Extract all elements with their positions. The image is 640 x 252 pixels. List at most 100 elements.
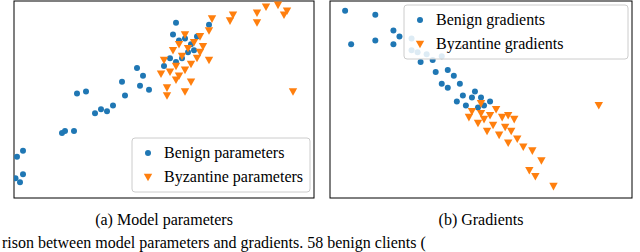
scatter-point bbox=[205, 27, 213, 35]
scatter-point bbox=[71, 128, 77, 134]
scatter-point bbox=[175, 73, 183, 81]
scatter-point bbox=[396, 33, 402, 39]
scatter-point bbox=[513, 136, 521, 144]
legend-marker bbox=[144, 174, 152, 182]
scatter-point bbox=[205, 57, 213, 65]
scatter-point bbox=[173, 20, 179, 26]
scatter-point bbox=[595, 102, 603, 110]
figure: Benign parametersByzantine parameters (a)… bbox=[0, 0, 640, 252]
scatter-point bbox=[187, 78, 195, 86]
scatter-point bbox=[445, 85, 451, 91]
scatter-point bbox=[191, 47, 197, 53]
scatter-point bbox=[181, 67, 189, 75]
scatter-point bbox=[184, 45, 192, 53]
scatter-point bbox=[83, 89, 89, 95]
subcaption: (b) Gradients bbox=[439, 211, 524, 229]
scatter-point bbox=[465, 114, 473, 122]
scatter-point bbox=[262, 4, 270, 12]
legend-label: Benign gradients bbox=[436, 11, 545, 29]
legend: Benign gradients Byzantine gradients bbox=[404, 5, 628, 59]
scatter-point bbox=[504, 112, 512, 120]
scatter-point bbox=[549, 183, 557, 191]
scatter-point bbox=[14, 175, 19, 181]
scatter-point bbox=[274, 2, 282, 10]
scatter-point bbox=[507, 128, 515, 136]
scatter-point bbox=[501, 124, 509, 132]
scatter-point bbox=[418, 59, 424, 65]
scatter-point bbox=[163, 84, 171, 92]
scatter-point bbox=[460, 93, 466, 99]
scatter-point bbox=[390, 41, 396, 47]
scatter-point bbox=[495, 132, 503, 140]
scatter-point bbox=[463, 102, 469, 108]
scatter-point bbox=[167, 55, 173, 61]
scatter-point bbox=[469, 95, 475, 101]
scatter-point bbox=[342, 8, 348, 14]
scatter-point bbox=[196, 33, 204, 41]
legend-box bbox=[404, 5, 628, 59]
scatter-point bbox=[92, 110, 98, 116]
legend-marker bbox=[417, 17, 423, 23]
scatter-point bbox=[510, 116, 518, 124]
scatter-point bbox=[20, 148, 26, 154]
scatter-point bbox=[98, 106, 104, 112]
legend: Benign parametersByzantine parameters bbox=[132, 138, 310, 192]
scatter-point bbox=[187, 61, 195, 69]
caption: rison between model parameters and gradi… bbox=[2, 234, 426, 252]
scatter-point bbox=[166, 69, 174, 77]
scatter-point bbox=[62, 128, 68, 134]
scatter-point bbox=[531, 173, 539, 181]
scatter-point bbox=[172, 63, 180, 71]
scatter-point bbox=[163, 92, 171, 100]
scatter-point bbox=[122, 93, 128, 99]
scatter-point bbox=[17, 179, 23, 185]
scatter-point bbox=[160, 57, 168, 65]
plot-frame bbox=[330, 1, 632, 198]
scatter-point bbox=[372, 12, 378, 18]
scatter-point bbox=[181, 31, 189, 39]
scatter-point bbox=[190, 39, 198, 47]
scatter-point bbox=[104, 108, 110, 114]
legend-marker bbox=[145, 150, 151, 156]
scatter-point bbox=[134, 65, 140, 71]
scatter-point bbox=[487, 98, 493, 104]
scatter-point bbox=[451, 73, 457, 79]
legend-label: Byzantine parameters bbox=[164, 168, 303, 186]
scatter-point bbox=[137, 83, 143, 89]
scatter-point bbox=[390, 28, 396, 34]
scatter-point bbox=[119, 79, 125, 85]
scatter-point bbox=[289, 88, 297, 96]
scatter-point bbox=[480, 116, 488, 124]
plot-frame bbox=[14, 1, 314, 198]
scatter-point bbox=[474, 120, 482, 128]
subcaption: (a) Model parameters bbox=[95, 211, 233, 229]
scatter-point bbox=[486, 112, 494, 120]
scatter-point bbox=[439, 81, 445, 87]
scatter-point bbox=[253, 19, 261, 27]
scatter-point bbox=[348, 41, 354, 47]
scatter-point bbox=[175, 41, 183, 49]
legend-marker bbox=[416, 41, 424, 49]
scatter-point bbox=[472, 89, 478, 95]
scatter-point bbox=[206, 22, 212, 28]
scatter-point bbox=[283, 7, 291, 15]
panel bbox=[330, 1, 632, 198]
scatter-point bbox=[74, 91, 80, 97]
scatter-point bbox=[146, 87, 152, 93]
scatter-point bbox=[199, 43, 207, 51]
scatter-point bbox=[483, 128, 491, 136]
scatter-point bbox=[110, 102, 116, 108]
legend-label: Byzantine gradients bbox=[436, 35, 564, 53]
scatter-point bbox=[498, 114, 506, 122]
scatter-point bbox=[477, 100, 485, 108]
scatter-point bbox=[181, 88, 189, 96]
scatter-point bbox=[157, 71, 165, 79]
legend-box bbox=[132, 138, 310, 192]
scatter-point bbox=[433, 69, 439, 75]
scatter-point bbox=[178, 53, 186, 61]
scatter-point bbox=[528, 147, 536, 155]
scatter-point bbox=[140, 73, 146, 79]
scatter-point bbox=[457, 81, 463, 87]
scatter-point bbox=[492, 106, 500, 114]
scatter-point bbox=[478, 95, 484, 101]
